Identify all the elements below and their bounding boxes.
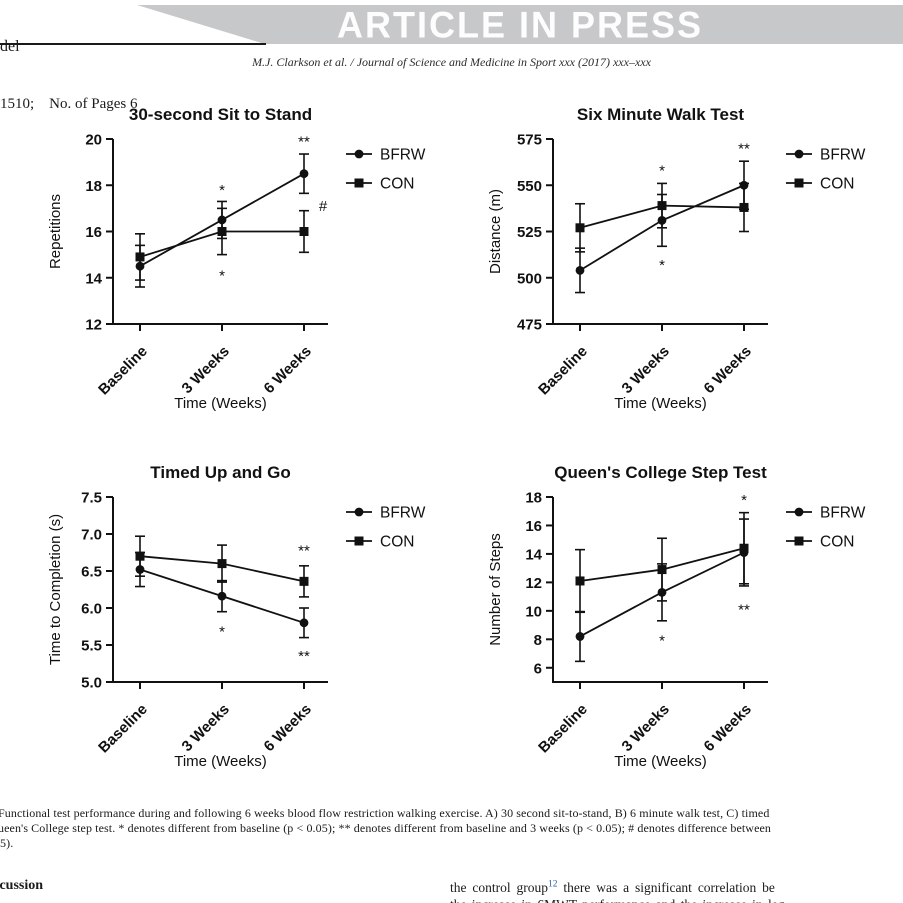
svg-text:12: 12 bbox=[525, 575, 542, 592]
body-text-post: there was a significant correlation be bbox=[557, 880, 775, 895]
banner-text: ARTICLE IN PRESS bbox=[336, 2, 704, 46]
svg-text:550: 550 bbox=[517, 178, 542, 195]
svg-text:#: # bbox=[319, 198, 328, 215]
body-text-pre: the control group bbox=[450, 880, 548, 895]
citation-ref-12[interactable]: 12 bbox=[547, 879, 558, 890]
svg-text:3 Weeks: 3 Weeks bbox=[619, 343, 673, 397]
svg-text:Time (Weeks): Time (Weeks) bbox=[174, 753, 267, 770]
header-rule bbox=[0, 43, 266, 45]
svg-text:**: ** bbox=[298, 648, 310, 665]
svg-text:Six Minute Walk Test: Six Minute Walk Test bbox=[577, 105, 745, 124]
svg-text:3 Weeks: 3 Weeks bbox=[179, 343, 233, 397]
svg-text:6 Weeks: 6 Weeks bbox=[261, 701, 315, 755]
svg-text:14: 14 bbox=[85, 270, 102, 287]
svg-text:Number of Steps: Number of Steps bbox=[487, 533, 504, 646]
figure-caption-line-1: Functional test performance during and f… bbox=[0, 806, 770, 820]
svg-text:3 Weeks: 3 Weeks bbox=[179, 701, 233, 755]
svg-text:*: * bbox=[219, 624, 225, 641]
svg-text:Baseline: Baseline bbox=[535, 343, 591, 399]
svg-text:5.0: 5.0 bbox=[81, 675, 102, 692]
chart-queens-college-step: Queen's College Step Test 6 8 10 12 14 16 18 Bas… bbox=[487, 463, 866, 770]
svg-text:6 Weeks: 6 Weeks bbox=[261, 343, 315, 397]
running-head-citation: M.J. Clarkson et al. / Journal of Scienc… bbox=[252, 55, 651, 69]
svg-text:**: ** bbox=[738, 140, 750, 157]
svg-text:525: 525 bbox=[517, 224, 542, 241]
svg-text:30-second Sit to Stand: 30-second Sit to Stand bbox=[129, 105, 312, 124]
svg-text:Repetitions: Repetitions bbox=[47, 194, 64, 269]
svg-text:*: * bbox=[659, 633, 665, 650]
svg-text:475: 475 bbox=[517, 317, 542, 334]
svg-text:BFRW: BFRW bbox=[820, 147, 866, 164]
svg-text:3 Weeks: 3 Weeks bbox=[619, 701, 673, 755]
svg-text:**: ** bbox=[298, 133, 310, 150]
figure-caption-line-3: 5). bbox=[0, 836, 14, 850]
svg-text:Time (Weeks): Time (Weeks) bbox=[614, 753, 707, 770]
svg-text:6.0: 6.0 bbox=[81, 601, 102, 618]
chart-six-minute-walk: Six Minute Walk Test 475 500 525 550 575 Basel… bbox=[487, 105, 866, 412]
svg-text:8: 8 bbox=[534, 632, 542, 649]
svg-text:6.5: 6.5 bbox=[81, 564, 102, 581]
svg-text:CON: CON bbox=[380, 176, 414, 193]
body-text-line-1: the control group12 there was a signific… bbox=[450, 879, 903, 896]
svg-text:BFRW: BFRW bbox=[380, 505, 426, 522]
svg-text:CON: CON bbox=[820, 176, 854, 193]
chart-30s-sit-to-stand: 30-second Sit to Stand 12 14 16 18 20 Baseline… bbox=[47, 105, 426, 412]
svg-text:Queen's College Step Test: Queen's College Step Test bbox=[554, 463, 767, 482]
page-corner-info: del 1510; No. of Pages 6 bbox=[0, 2, 138, 149]
svg-text:Timed Up and Go: Timed Up and Go bbox=[150, 463, 290, 482]
svg-text:*: * bbox=[741, 492, 747, 509]
chart-timed-up-and-go: Timed Up and Go 5.0 5.5 6.0 6.5 7.0 7.5 Baselin… bbox=[47, 463, 426, 770]
svg-text:Time (Weeks): Time (Weeks) bbox=[174, 395, 267, 412]
svg-text:14: 14 bbox=[525, 546, 542, 563]
article-in-press-banner: ARTICLE IN PRESS bbox=[137, 5, 903, 44]
svg-text:BFRW: BFRW bbox=[820, 505, 866, 522]
figure-caption-line-2: ueen's College step test. * denotes diff… bbox=[0, 821, 772, 835]
svg-text:6 Weeks: 6 Weeks bbox=[701, 343, 755, 397]
svg-text:Time (Weeks): Time (Weeks) bbox=[614, 395, 707, 412]
svg-text:*: * bbox=[219, 267, 225, 284]
svg-text:*: * bbox=[659, 257, 665, 274]
svg-text:18: 18 bbox=[85, 178, 102, 195]
svg-text:575: 575 bbox=[517, 132, 542, 149]
svg-text:6 Weeks: 6 Weeks bbox=[701, 701, 755, 755]
pages-fragment: 1510; No. of Pages 6 bbox=[0, 96, 138, 112]
svg-text:CON: CON bbox=[380, 534, 414, 551]
svg-text:7.5: 7.5 bbox=[81, 490, 102, 507]
discussion-heading-fragment: scussion bbox=[0, 878, 44, 893]
gmodel-fragment: del bbox=[0, 38, 20, 55]
svg-text:Baseline: Baseline bbox=[95, 701, 151, 757]
svg-text:6: 6 bbox=[534, 660, 542, 677]
svg-text:16: 16 bbox=[85, 224, 102, 241]
svg-text:18: 18 bbox=[525, 490, 542, 507]
svg-text:*: * bbox=[659, 162, 665, 179]
svg-text:**: ** bbox=[298, 542, 310, 559]
svg-text:Distance (m): Distance (m) bbox=[487, 189, 504, 274]
svg-text:Baseline: Baseline bbox=[535, 701, 591, 757]
svg-text:16: 16 bbox=[525, 518, 542, 535]
svg-text:5.5: 5.5 bbox=[81, 638, 102, 655]
svg-text:*: * bbox=[219, 182, 225, 199]
svg-text:10: 10 bbox=[525, 603, 542, 620]
svg-text:20: 20 bbox=[85, 132, 102, 149]
svg-text:CON: CON bbox=[820, 534, 854, 551]
svg-text:Baseline: Baseline bbox=[95, 343, 151, 399]
svg-text:**: ** bbox=[738, 601, 750, 618]
svg-text:7.0: 7.0 bbox=[81, 527, 102, 544]
svg-text:Time to Completion (s): Time to Completion (s) bbox=[47, 514, 64, 665]
svg-text:500: 500 bbox=[517, 270, 542, 287]
body-text-line-2-clipped: the increase in 6MWT performance and the… bbox=[450, 897, 903, 903]
svg-text:12: 12 bbox=[85, 317, 102, 334]
svg-text:BFRW: BFRW bbox=[380, 147, 426, 164]
